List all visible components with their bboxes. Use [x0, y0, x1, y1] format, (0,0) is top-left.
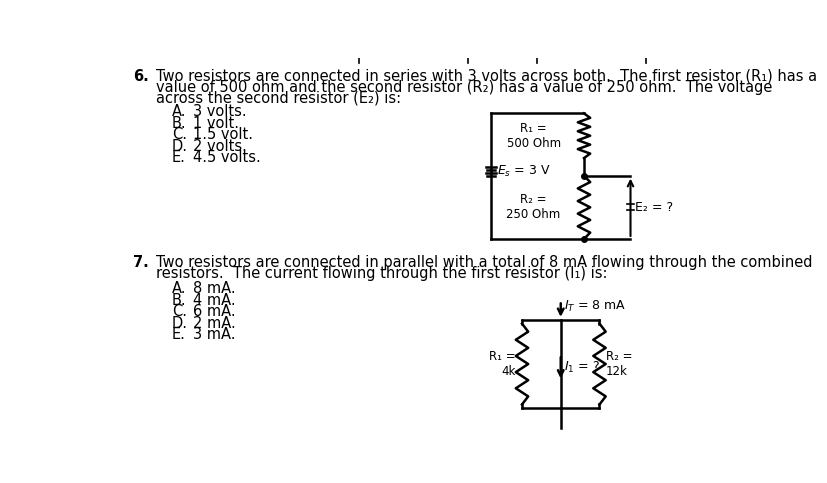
Text: R₁ =
500 Ohm: R₁ = 500 Ohm — [506, 122, 560, 150]
Text: 2 mA.: 2 mA. — [193, 316, 235, 331]
Text: D.: D. — [171, 139, 188, 154]
Text: 3 mA.: 3 mA. — [193, 327, 235, 342]
Text: $I_1$ = ?: $I_1$ = ? — [563, 360, 599, 375]
Text: 6.: 6. — [133, 69, 149, 84]
Text: E.: E. — [171, 327, 185, 342]
Text: 8 mA.: 8 mA. — [193, 281, 235, 296]
Text: 1.5 volt.: 1.5 volt. — [193, 127, 252, 142]
Text: 4 mA.: 4 mA. — [193, 293, 235, 308]
Text: D.: D. — [171, 316, 188, 331]
Text: 7.: 7. — [133, 255, 149, 270]
Text: $E_s$ = 3 V: $E_s$ = 3 V — [496, 164, 550, 179]
Text: E₂ = ?: E₂ = ? — [634, 201, 672, 214]
Text: 4.5 volts.: 4.5 volts. — [193, 150, 260, 165]
Text: resistors.  The current flowing through the first resistor (I₁) is:: resistors. The current flowing through t… — [156, 266, 607, 281]
Text: Two resistors are connected in parallel with a total of 8 mA flowing through the: Two resistors are connected in parallel … — [156, 255, 812, 270]
Text: 2 volts.: 2 volts. — [193, 139, 246, 154]
Text: value of 500 ohm and the second resistor (R₂) has a value of 250 ohm.  The volta: value of 500 ohm and the second resistor… — [156, 80, 772, 95]
Text: 6 mA.: 6 mA. — [193, 304, 235, 319]
Text: 1 volt.: 1 volt. — [193, 116, 238, 131]
Text: 3 volts.: 3 volts. — [193, 104, 246, 119]
Text: C.: C. — [171, 304, 186, 319]
Text: R₂ =
12k: R₂ = 12k — [605, 350, 632, 378]
Text: Two resistors are connected in series with 3 volts across both.  The first resis: Two resistors are connected in series wi… — [156, 69, 816, 84]
Text: A.: A. — [171, 281, 186, 296]
Text: C.: C. — [171, 127, 186, 142]
Text: A.: A. — [171, 104, 186, 119]
Text: R₁ =
4k: R₁ = 4k — [489, 350, 515, 378]
Text: R₂ =
250 Ohm: R₂ = 250 Ohm — [506, 193, 560, 221]
Text: B.: B. — [171, 293, 186, 308]
Text: across the second resistor (E₂) is:: across the second resistor (E₂) is: — [156, 90, 401, 105]
Text: E.: E. — [171, 150, 185, 165]
Text: B.: B. — [171, 116, 186, 131]
Text: $I_T$ = 8 mA: $I_T$ = 8 mA — [563, 299, 625, 314]
